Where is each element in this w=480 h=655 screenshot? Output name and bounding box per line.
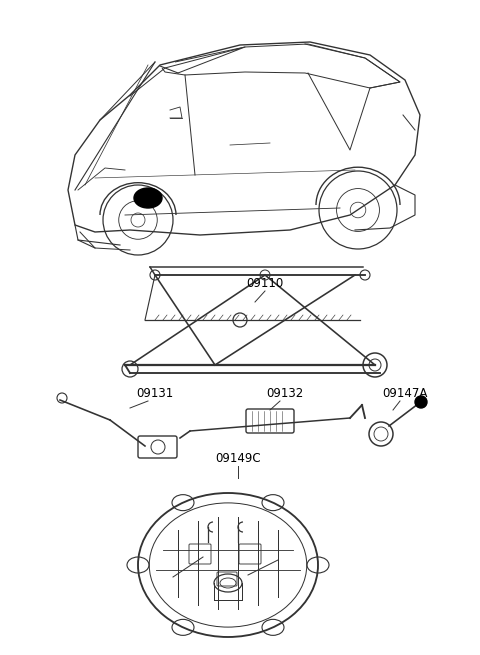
Text: 09147A: 09147A xyxy=(382,387,428,400)
Text: 09110: 09110 xyxy=(246,277,284,290)
Circle shape xyxy=(415,396,427,408)
Text: 09131: 09131 xyxy=(136,387,174,400)
Text: 09149C: 09149C xyxy=(215,452,261,465)
Text: 09132: 09132 xyxy=(266,387,304,400)
Ellipse shape xyxy=(134,188,162,208)
